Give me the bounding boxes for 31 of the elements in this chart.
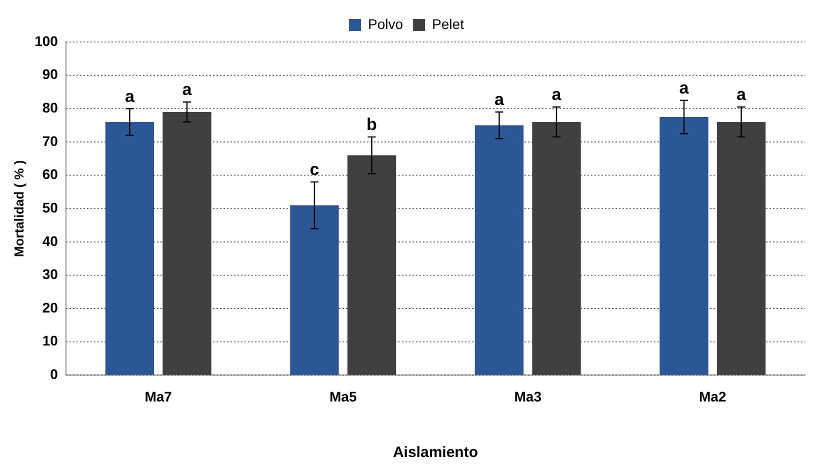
x-tick-label: Ma3 [514, 388, 542, 404]
data-label: a [124, 86, 135, 106]
bar [105, 122, 154, 375]
data-label: c [310, 160, 320, 180]
data-label: a [494, 90, 504, 110]
y-tick-label: 60 [42, 166, 58, 182]
y-tick-label: 70 [42, 132, 58, 149]
data-label: b [366, 115, 377, 134]
bar [660, 116, 708, 375]
data-label: a [736, 85, 747, 104]
data-label: a [552, 85, 562, 104]
y-axis-title: Mortalidad ( % ) [11, 160, 26, 257]
data-label: a [679, 78, 690, 98]
y-tick-label: 100 [34, 32, 58, 49]
bar [474, 125, 524, 375]
y-tick-label: 50 [42, 199, 58, 216]
data-label: a [182, 80, 192, 100]
y-tick-label: 40 [42, 232, 58, 249]
x-tick-label: Ma7 [144, 388, 172, 404]
y-tick-label: 0 [50, 366, 58, 382]
x-axis-title: Aislamiento [392, 444, 478, 462]
y-tick-label: 90 [42, 66, 58, 82]
legend-label: Pelet [432, 16, 464, 32]
legend-label: Polvo [368, 16, 404, 32]
y-tick-label: 20 [42, 299, 58, 316]
y-tick-label: 10 [42, 332, 58, 349]
y-tick-label: 80 [42, 100, 58, 116]
x-tick-label: Ma2 [699, 388, 726, 404]
y-tick-label: 30 [42, 266, 58, 282]
x-tick-label: Ma5 [329, 388, 357, 404]
bar [290, 205, 339, 375]
